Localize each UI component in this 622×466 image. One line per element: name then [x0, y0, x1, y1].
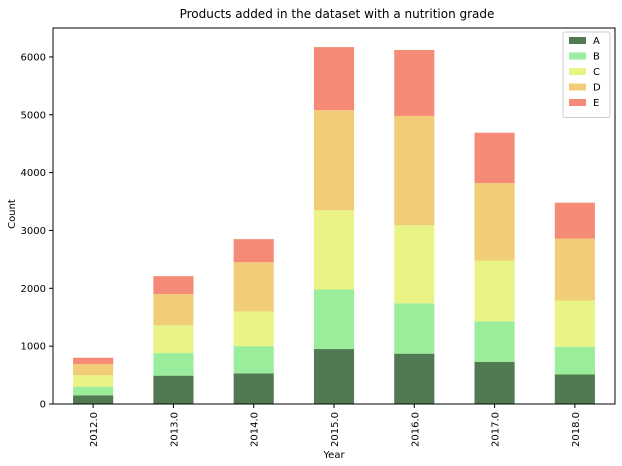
y-tick-label: 6000 — [21, 52, 46, 63]
bar-2013.0-A — [153, 375, 194, 404]
bar-2012.0-E — [73, 357, 114, 365]
bar-2016.0-C — [394, 225, 435, 304]
x-tick-label: 2014.0 — [250, 412, 261, 447]
bar-2018.0-C — [554, 300, 595, 347]
legend-label-B: B — [593, 52, 600, 63]
bar-2018.0-B — [554, 346, 595, 375]
x-tick-label: 2012.0 — [89, 412, 100, 447]
x-tick-label: 2016.0 — [410, 412, 421, 447]
bar-2017.0-E — [474, 132, 515, 184]
legend-label-A: A — [593, 36, 600, 47]
y-tick-label: 2000 — [21, 284, 46, 295]
bar-2012.0-C — [73, 375, 114, 387]
bar-2017.0-B — [474, 321, 515, 362]
legend-label-E: E — [593, 98, 599, 109]
bar-2016.0-A — [394, 353, 435, 404]
bar-2018.0-D — [554, 238, 595, 301]
bar-2015.0-C — [313, 210, 355, 290]
legend-label-D: D — [593, 83, 601, 94]
y-tick-label: 0 — [40, 400, 46, 411]
bar-2018.0-A — [554, 374, 595, 404]
bar-2014.0-A — [233, 373, 274, 404]
legend-label-C: C — [593, 67, 600, 78]
bar-2015.0-D — [313, 110, 355, 211]
bar-2016.0-D — [394, 115, 435, 226]
x-axis-label: Year — [322, 450, 345, 461]
x-tick-label: 2015.0 — [330, 412, 341, 447]
bar-2012.0-D — [73, 364, 114, 376]
bar-2017.0-A — [474, 361, 515, 404]
axes: 2012.0 2013.0 2014.0 2015.0 2016.0 2017.0 2018… — [21, 27, 616, 447]
bar-2014.0-D — [233, 262, 274, 312]
bar-2013.0-C — [153, 325, 194, 354]
bar-2017.0-C — [474, 260, 515, 322]
y-tick-label: 3000 — [21, 226, 46, 237]
x-tick-label: 2017.0 — [491, 412, 502, 447]
plot-area — [73, 47, 595, 404]
legend-swatch-A — [569, 37, 586, 44]
x-tick-label: 2013.0 — [169, 412, 180, 447]
bar-2015.0-A — [313, 349, 355, 404]
bar-2014.0-C — [233, 311, 274, 347]
bar-2013.0-E — [153, 276, 194, 295]
bar-2016.0-E — [394, 49, 435, 116]
plot-frame — [52, 27, 616, 405]
y-tick-label: 5000 — [21, 110, 46, 121]
bar-2017.0-D — [474, 183, 515, 261]
x-tick-label: 2018.0 — [571, 412, 582, 447]
bar-2014.0-E — [233, 239, 274, 263]
legend-swatch-D — [569, 83, 586, 91]
y-tick-label: 1000 — [21, 342, 46, 353]
y-tick-label: 4000 — [21, 168, 46, 179]
bar-2015.0-B — [313, 289, 355, 350]
bar-2012.0-A — [73, 395, 114, 404]
bar-2012.0-B — [73, 386, 114, 396]
bar-2013.0-B — [153, 353, 194, 376]
chart-title: Products added in the dataset with a nut… — [180, 7, 495, 21]
y-axis-label: Count — [7, 199, 18, 229]
legend-swatch-E — [569, 99, 586, 106]
bar-2015.0-E — [313, 47, 355, 111]
bar-2018.0-E — [554, 202, 595, 239]
bar-2014.0-B — [233, 346, 274, 374]
bar-2013.0-D — [153, 294, 194, 326]
bar-2016.0-B — [394, 303, 435, 354]
legend-swatch-C — [569, 68, 586, 75]
legend-swatch-B — [569, 52, 586, 60]
